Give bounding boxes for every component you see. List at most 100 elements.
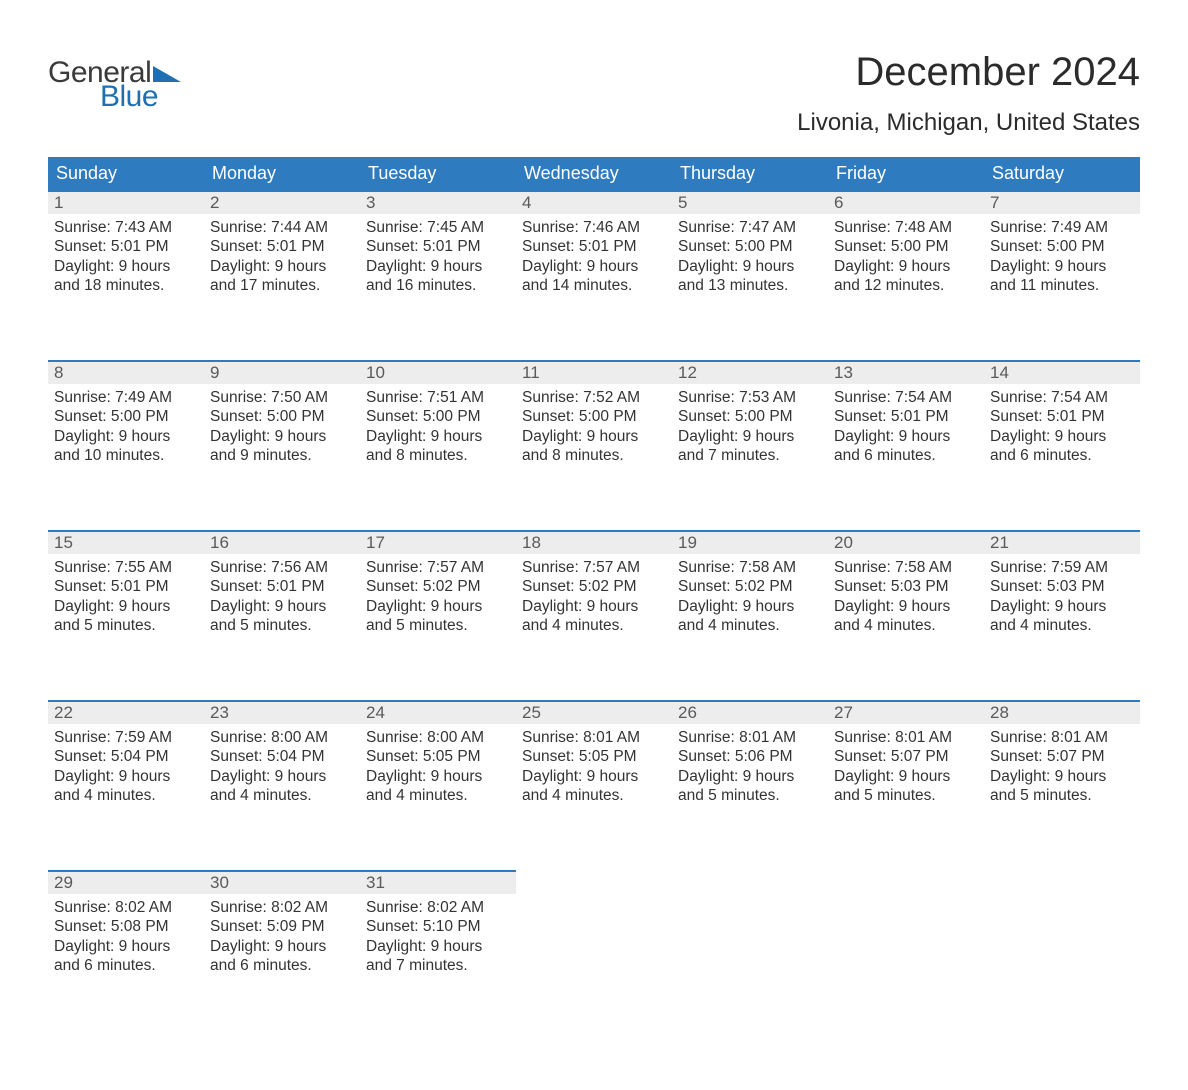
day-cell: Sunrise: 7:49 AMSunset: 5:00 PMDaylight:… <box>48 384 204 530</box>
day-number: 7 <box>984 190 1140 214</box>
day-sunrise: Sunrise: 7:53 AM <box>678 388 822 407</box>
day-cell: Sunrise: 7:57 AMSunset: 5:02 PMDaylight:… <box>360 554 516 700</box>
day-content: Sunrise: 7:50 AMSunset: 5:00 PMDaylight:… <box>204 384 360 484</box>
day-number: 1 <box>48 190 204 214</box>
day-sunset: Sunset: 5:01 PM <box>210 577 354 596</box>
day-dl1: Daylight: 9 hours <box>366 257 510 276</box>
day-sunrise: Sunrise: 7:55 AM <box>54 558 198 577</box>
day-sunset: Sunset: 5:01 PM <box>834 407 978 426</box>
day-cell <box>516 894 672 1040</box>
day-sunset: Sunset: 5:07 PM <box>834 747 978 766</box>
day-number: 10 <box>360 360 516 384</box>
day-number: 23 <box>204 700 360 724</box>
day-dl2: and 4 minutes. <box>54 786 198 805</box>
day-dl2: and 4 minutes. <box>990 616 1134 635</box>
day-content: Sunrise: 7:52 AMSunset: 5:00 PMDaylight:… <box>516 384 672 484</box>
day-number-cell <box>828 870 984 894</box>
day-dl1: Daylight: 9 hours <box>990 767 1134 786</box>
day-dl2: and 5 minutes. <box>834 786 978 805</box>
day-number-cell: 18 <box>516 530 672 554</box>
day-number: 16 <box>204 530 360 554</box>
day-number-cell: 11 <box>516 360 672 384</box>
day-sunrise: Sunrise: 7:59 AM <box>990 558 1134 577</box>
day-dl2: and 14 minutes. <box>522 276 666 295</box>
day-number-cell <box>984 870 1140 894</box>
day-content: Sunrise: 8:00 AMSunset: 5:05 PMDaylight:… <box>360 724 516 824</box>
day-sunset: Sunset: 5:06 PM <box>678 747 822 766</box>
day-content: Sunrise: 7:57 AMSunset: 5:02 PMDaylight:… <box>516 554 672 654</box>
day-dl1: Daylight: 9 hours <box>366 937 510 956</box>
day-number: 3 <box>360 190 516 214</box>
day-number: 30 <box>204 870 360 894</box>
day-number: 13 <box>828 360 984 384</box>
day-dl2: and 4 minutes. <box>210 786 354 805</box>
day-number-cell: 6 <box>828 190 984 214</box>
day-content: Sunrise: 7:54 AMSunset: 5:01 PMDaylight:… <box>828 384 984 484</box>
day-content: Sunrise: 7:58 AMSunset: 5:02 PMDaylight:… <box>672 554 828 654</box>
day-cell: Sunrise: 7:52 AMSunset: 5:00 PMDaylight:… <box>516 384 672 530</box>
day-number-cell: 15 <box>48 530 204 554</box>
day-number-cell: 8 <box>48 360 204 384</box>
day-number-cell: 25 <box>516 700 672 724</box>
day-number-cell: 3 <box>360 190 516 214</box>
day-number-row: 1234567 <box>48 190 1140 214</box>
day-number-cell <box>516 870 672 894</box>
day-sunset: Sunset: 5:01 PM <box>54 237 198 256</box>
day-number: 26 <box>672 700 828 724</box>
day-dl1: Daylight: 9 hours <box>522 427 666 446</box>
day-number-cell: 27 <box>828 700 984 724</box>
day-dl2: and 17 minutes. <box>210 276 354 295</box>
day-dl1: Daylight: 9 hours <box>522 257 666 276</box>
day-dl2: and 10 minutes. <box>54 446 198 465</box>
day-sunset: Sunset: 5:02 PM <box>366 577 510 596</box>
day-sunrise: Sunrise: 8:00 AM <box>366 728 510 747</box>
day-dl1: Daylight: 9 hours <box>834 597 978 616</box>
day-dl1: Daylight: 9 hours <box>678 597 822 616</box>
day-sunset: Sunset: 5:00 PM <box>834 237 978 256</box>
day-sunrise: Sunrise: 8:01 AM <box>522 728 666 747</box>
day-dl2: and 12 minutes. <box>834 276 978 295</box>
day-number: 22 <box>48 700 204 724</box>
day-dl2: and 13 minutes. <box>678 276 822 295</box>
day-number-row: 22232425262728 <box>48 700 1140 724</box>
day-number: 27 <box>828 700 984 724</box>
day-cell: Sunrise: 7:53 AMSunset: 5:00 PMDaylight:… <box>672 384 828 530</box>
day-sunset: Sunset: 5:03 PM <box>990 577 1134 596</box>
day-number-cell: 30 <box>204 870 360 894</box>
title-block: December 2024 Livonia, Michigan, United … <box>797 50 1140 151</box>
day-content: Sunrise: 7:43 AMSunset: 5:01 PMDaylight:… <box>48 214 204 314</box>
day-dl2: and 4 minutes. <box>522 786 666 805</box>
day-cell: Sunrise: 7:58 AMSunset: 5:02 PMDaylight:… <box>672 554 828 700</box>
day-cell: Sunrise: 7:55 AMSunset: 5:01 PMDaylight:… <box>48 554 204 700</box>
day-sunrise: Sunrise: 7:47 AM <box>678 218 822 237</box>
day-content-row: Sunrise: 7:59 AMSunset: 5:04 PMDaylight:… <box>48 724 1140 870</box>
day-cell: Sunrise: 7:58 AMSunset: 5:03 PMDaylight:… <box>828 554 984 700</box>
day-content: Sunrise: 8:01 AMSunset: 5:05 PMDaylight:… <box>516 724 672 824</box>
day-sunset: Sunset: 5:03 PM <box>834 577 978 596</box>
day-sunset: Sunset: 5:00 PM <box>54 407 198 426</box>
day-number: 24 <box>360 700 516 724</box>
day-number-cell: 19 <box>672 530 828 554</box>
day-dl2: and 7 minutes. <box>678 446 822 465</box>
day-content: Sunrise: 7:44 AMSunset: 5:01 PMDaylight:… <box>204 214 360 314</box>
day-sunset: Sunset: 5:04 PM <box>210 747 354 766</box>
day-number: 12 <box>672 360 828 384</box>
day-dl2: and 6 minutes. <box>54 956 198 975</box>
day-number-cell: 4 <box>516 190 672 214</box>
day-content: Sunrise: 8:02 AMSunset: 5:10 PMDaylight:… <box>360 894 516 994</box>
day-cell <box>984 894 1140 1040</box>
day-number: 28 <box>984 700 1140 724</box>
header-row: General Blue December 2024 Livonia, Mich… <box>48 50 1140 151</box>
day-number-cell: 24 <box>360 700 516 724</box>
day-sunrise: Sunrise: 7:50 AM <box>210 388 354 407</box>
day-number-cell: 20 <box>828 530 984 554</box>
day-dl1: Daylight: 9 hours <box>366 767 510 786</box>
day-sunrise: Sunrise: 7:52 AM <box>522 388 666 407</box>
day-dl2: and 6 minutes. <box>834 446 978 465</box>
day-number-cell: 7 <box>984 190 1140 214</box>
day-number: 21 <box>984 530 1140 554</box>
day-number-cell: 17 <box>360 530 516 554</box>
weekday-header: Sunday <box>48 157 204 190</box>
day-content: Sunrise: 7:49 AMSunset: 5:00 PMDaylight:… <box>984 214 1140 314</box>
day-sunset: Sunset: 5:00 PM <box>210 407 354 426</box>
